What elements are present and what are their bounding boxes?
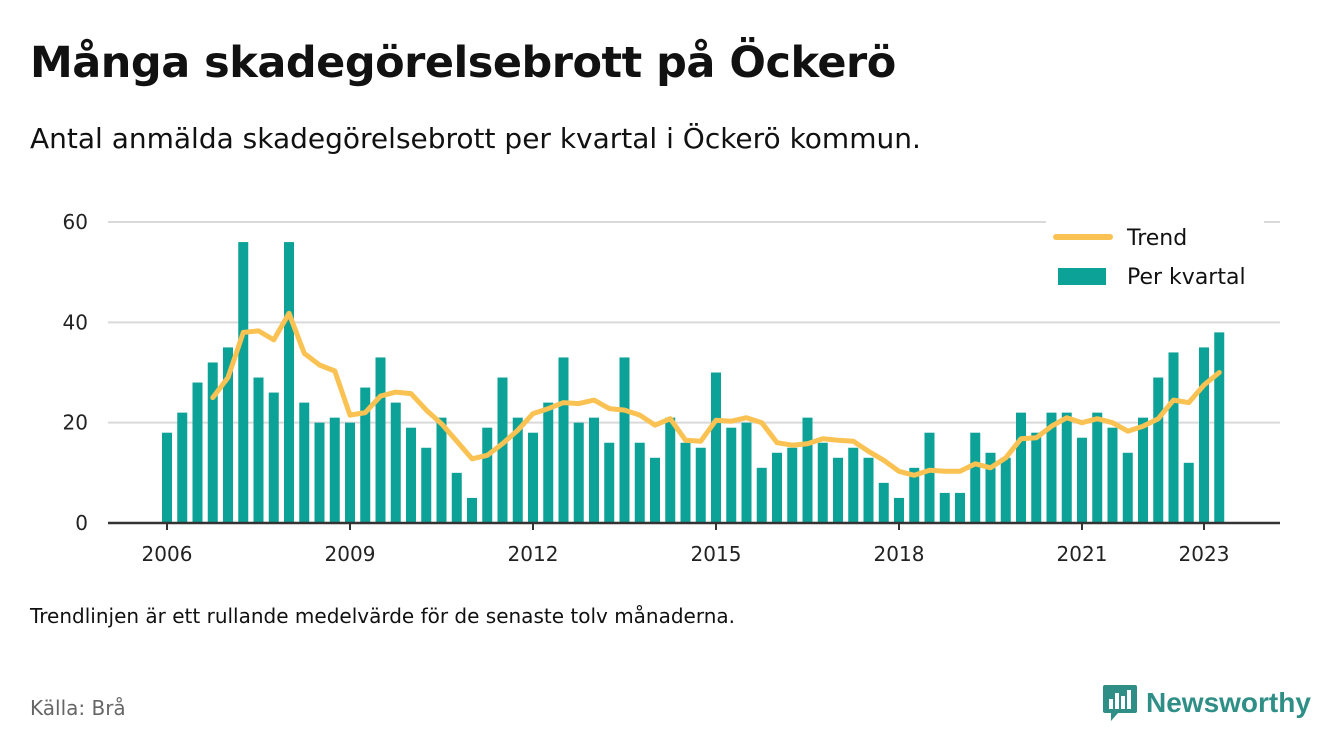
bar: 2010 Q2: 15 [421, 447, 432, 523]
bar: 2016 Q4: 16 [817, 442, 828, 523]
legend-trend-label: Trend [1126, 226, 1187, 251]
bar: 2014 Q4: 15 [695, 447, 706, 523]
newsworthy-logo-icon [1103, 685, 1137, 721]
y-tick-label: 60 [63, 210, 88, 234]
bar: 2015 Q3: 20 [741, 422, 752, 523]
trend-footnote: Trendlinjen är ett rullande medelvärde f… [30, 604, 736, 628]
y-tick-label: 0 [75, 511, 88, 535]
bar: 2009 Q2: 27 [360, 387, 371, 523]
bar: 2020 Q1: 22 [1016, 412, 1026, 523]
bar: 2015 Q2: 19 [726, 427, 737, 523]
y-tick-label: 40 [63, 310, 88, 334]
bar: 2012 Q3: 33 [558, 357, 569, 523]
x-tick-label: 2009 [325, 542, 376, 566]
chart-subtitle: Antal anmälda skadegörelsebrott per kvar… [30, 122, 921, 155]
bar: 2020 Q4: 22 [1061, 412, 1072, 523]
bar: 2015 Q1: 30 [711, 372, 721, 523]
bar: 2012 Q1: 18 [528, 432, 538, 523]
x-tick-label: 2018 [874, 542, 925, 566]
y-tick-label: 20 [63, 411, 88, 435]
bar: 2011 Q3: 29 [497, 377, 508, 523]
bar: 2018 Q1: 5 [894, 497, 904, 523]
bar: 2021 Q1: 17 [1077, 437, 1087, 523]
bar: 2017 Q1: 13 [833, 457, 843, 523]
bar: 2010 Q1: 19 [406, 427, 416, 523]
bar: 2014 Q3: 16 [680, 442, 691, 523]
bar: 2006 Q2: 22 [177, 412, 188, 523]
bar: 2010 Q3: 21 [436, 417, 447, 523]
bar: 2011 Q1: 5 [467, 497, 477, 523]
bar: 2008 Q1: 56 [284, 242, 294, 524]
bar: 2019 Q1: 6 [955, 492, 965, 523]
legend-bar-label: Per kvartal [1127, 265, 1246, 290]
bar: 2007 Q3: 29 [253, 377, 264, 523]
bar: 2022 Q3: 34 [1168, 352, 1179, 523]
bar: 2012 Q4: 20 [573, 422, 584, 523]
bar: 2019 Q2: 18 [970, 432, 981, 523]
legend-bar-swatch [1058, 268, 1106, 285]
brand-logo: Newsworthy [1102, 683, 1311, 723]
trend-series [210, 310, 1222, 478]
x-tick-label: 2015 [691, 542, 742, 566]
brand-name: Newsworthy [1146, 687, 1311, 718]
bar: 2006 Q4: 32 [207, 362, 218, 523]
trend-line [210, 310, 1222, 478]
bar: 2011 Q4: 21 [512, 417, 523, 523]
bar-series: 2006 Q1: 18 2006 Q2: 22 2006 Q3: 28 2006 Q4… [162, 242, 1225, 524]
bar: 2011 Q2: 19 [482, 427, 493, 523]
bar: 2013 Q3: 33 [619, 357, 630, 523]
x-tick-label: 2021 [1057, 542, 1108, 566]
y-axis: 0 20 40 60 [63, 210, 88, 535]
bar: 2007 Q4: 26 [268, 392, 279, 523]
x-tick-label: 2012 [508, 542, 559, 566]
bar: 2008 Q2: 24 [299, 402, 310, 523]
bar: 2016 Q1: 14 [772, 452, 782, 523]
legend: Trend Per kvartal [1046, 218, 1264, 318]
bar: 2018 Q2: 11 [909, 467, 920, 523]
bar: 2022 Q1: 21 [1138, 417, 1148, 523]
bar: 2021 Q4: 14 [1122, 452, 1133, 523]
bar: 2012 Q2: 24 [543, 402, 554, 523]
bar: 2016 Q3: 21 [802, 417, 813, 523]
bar: 2017 Q2: 15 [848, 447, 859, 523]
bar: 2019 Q4: 13 [1000, 457, 1011, 523]
bar: 2007 Q1: 35 [223, 347, 233, 523]
bar: 2023 Q2: 38 [1214, 332, 1225, 523]
x-tick-label: 2006 [142, 542, 193, 566]
bar: 2007 Q2: 56 [238, 242, 249, 524]
bar: 2023 Q1: 35 [1199, 347, 1209, 523]
bar: 2017 Q3: 13 [863, 457, 874, 523]
bar: 2021 Q3: 19 [1107, 427, 1118, 523]
bar: 2022 Q2: 29 [1153, 377, 1164, 523]
bar: 2017 Q4: 8 [878, 482, 889, 523]
bar: 2008 Q3: 20 [314, 422, 325, 523]
bar: 2016 Q2: 15 [787, 447, 798, 523]
bar: 2006 Q1: 18 [162, 432, 172, 523]
x-axis: 2006 2009 2012 2015 2018 2021 2023 [142, 523, 1230, 566]
chart-title: Många skadegörelsebrott på Öckerö [30, 38, 896, 88]
bar: 2013 Q2: 16 [604, 442, 615, 523]
bar: 2009 Q1: 20 [345, 422, 355, 523]
x-tick-label: 2023 [1179, 542, 1230, 566]
bar: 2019 Q3: 14 [985, 452, 996, 523]
bar: 2018 Q3: 18 [924, 432, 935, 523]
bar: 2006 Q3: 28 [192, 382, 203, 523]
bar: 2014 Q2: 21 [665, 417, 676, 523]
bar: 2009 Q4: 24 [390, 402, 401, 523]
bar: 2020 Q3: 22 [1046, 412, 1057, 523]
bar: 2015 Q4: 11 [756, 467, 767, 523]
bar: 2021 Q2: 22 [1092, 412, 1103, 523]
source-label: Källa: Brå [30, 696, 126, 720]
bar: 2020 Q2: 18 [1031, 432, 1042, 523]
chart-area: 2006 Q1: 18 2006 Q2: 22 2006 Q3: 28 2006 Q4… [63, 210, 1280, 566]
bar: 2009 Q3: 33 [375, 357, 386, 523]
bar: 2018 Q4: 6 [939, 492, 950, 523]
bar: 2013 Q4: 16 [634, 442, 645, 523]
bar: 2022 Q4: 12 [1183, 462, 1194, 523]
bar: 2010 Q4: 10 [451, 472, 462, 523]
bar: 2014 Q1: 13 [650, 457, 660, 523]
bar: 2008 Q4: 21 [329, 417, 340, 523]
bar: 2013 Q1: 21 [589, 417, 599, 523]
